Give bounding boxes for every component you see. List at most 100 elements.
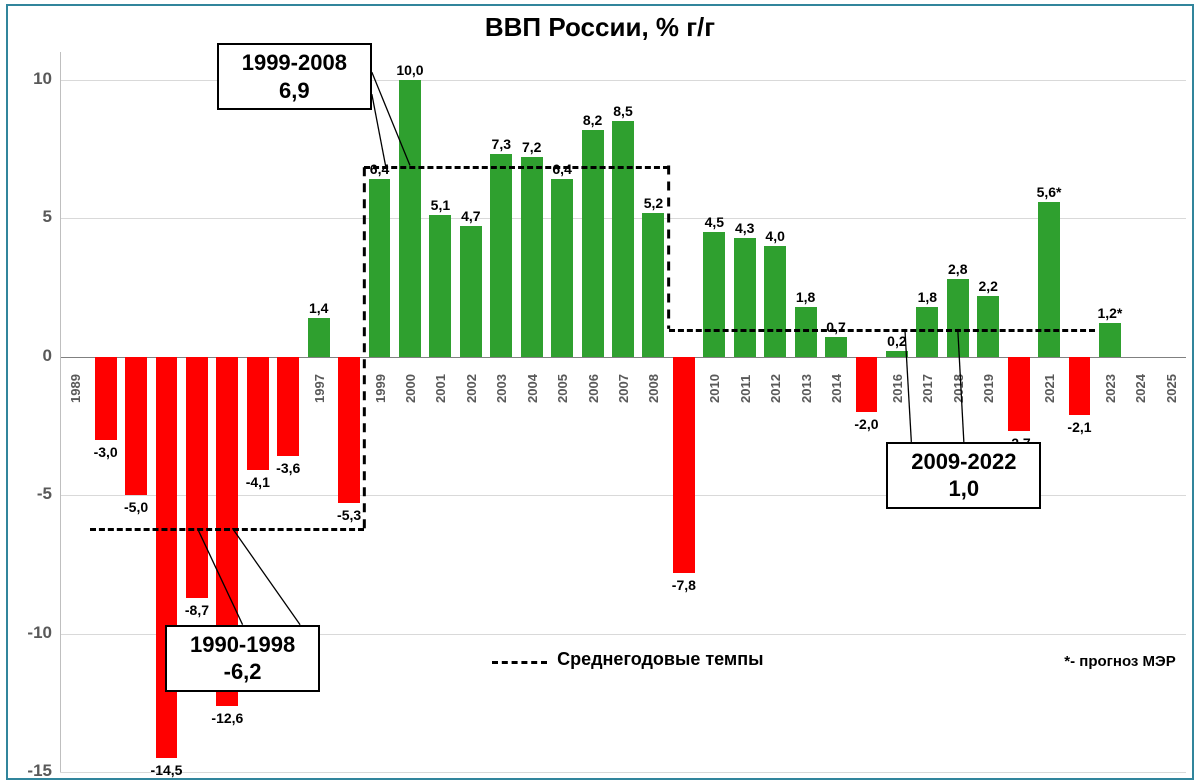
x-tick-label: 2003 (494, 363, 509, 403)
footnote: *- прогноз МЭР (1064, 653, 1175, 670)
bar (703, 232, 725, 357)
y-tick-label: -15 (10, 761, 52, 781)
avg-callout: 1999-20086,9 (217, 43, 372, 110)
bar-label: 5,6* (1027, 184, 1071, 200)
bar (977, 296, 999, 357)
bar (734, 238, 756, 357)
x-tick-label: 2019 (981, 363, 996, 403)
x-tick-label: 2011 (738, 363, 753, 403)
x-tick-label: 2010 (707, 363, 722, 403)
bar (156, 357, 178, 759)
bar (308, 318, 330, 357)
x-tick-label: 2024 (1133, 363, 1148, 403)
x-tick-label: 1999 (373, 363, 388, 403)
bar (1008, 357, 1030, 432)
bar-label: 4,0 (753, 228, 797, 244)
x-tick-label: 2001 (433, 363, 448, 403)
bar (521, 157, 543, 356)
y-axis (60, 52, 61, 772)
bar (125, 357, 147, 495)
avg-callout-value: 1,0 (896, 475, 1031, 503)
bar-label: 5,2 (631, 195, 675, 211)
avg-line (669, 329, 1095, 332)
y-tick-label: -5 (10, 484, 52, 504)
bar (490, 154, 512, 356)
bar-label: -7,8 (662, 577, 706, 593)
chart-title: ВВП России, % г/г (0, 12, 1200, 43)
y-tick-label: 5 (10, 207, 52, 227)
bar-label: 0,2 (875, 333, 919, 349)
bar-label: 4,7 (449, 208, 493, 224)
x-tick-label: 1997 (312, 363, 327, 403)
bar (886, 351, 908, 357)
x-tick-label: 2008 (646, 363, 661, 403)
x-tick-label: 2014 (829, 363, 844, 403)
gridline (60, 772, 1186, 773)
x-tick-label: 2013 (799, 363, 814, 403)
x-tick-label: 2012 (768, 363, 783, 403)
y-tick-label: -10 (10, 623, 52, 643)
bar-label: 1,8 (905, 289, 949, 305)
x-tick-label: 2004 (525, 363, 540, 403)
bar (429, 215, 451, 356)
y-tick-label: 0 (10, 346, 52, 366)
x-tick-label: 2023 (1103, 363, 1118, 403)
bar (247, 357, 269, 471)
bar-label: -5,0 (114, 499, 158, 515)
avg-line (90, 528, 364, 531)
avg-callout-period: 2009-2022 (896, 448, 1031, 476)
bar-label: 6,4 (540, 161, 584, 177)
bar-label: -3,6 (266, 460, 310, 476)
x-tick-label: 2007 (616, 363, 631, 403)
bar-label: -12,6 (205, 710, 249, 726)
avg-callout-value: -6,2 (175, 658, 310, 686)
bar (551, 179, 573, 356)
bar-label: 6,4 (358, 161, 402, 177)
bar-label: 1,4 (297, 300, 341, 316)
avg-line (364, 166, 668, 169)
bar-label: -3,0 (84, 444, 128, 460)
avg-callout-value: 6,9 (227, 77, 362, 105)
bar (856, 357, 878, 412)
x-tick-label: 2006 (586, 363, 601, 403)
bar-label: 10,0 (388, 62, 432, 78)
bar (1069, 357, 1091, 415)
x-tick-label: 2016 (890, 363, 905, 403)
bar-label: 1,8 (784, 289, 828, 305)
bar-label: 0,7 (814, 319, 858, 335)
legend-label: Среднегодовые темпы (557, 649, 763, 670)
avg-callout: 2009-20221,0 (886, 442, 1041, 509)
bar (186, 357, 208, 598)
bar (399, 80, 421, 357)
bar (460, 226, 482, 356)
bar-label: 8,5 (601, 103, 645, 119)
bar (1038, 202, 1060, 357)
x-tick-label: 2000 (403, 363, 418, 403)
legend-dash-icon (492, 661, 547, 664)
bar-label: 1,2* (1088, 305, 1132, 321)
bar (95, 357, 117, 440)
x-tick-label: 2018 (951, 363, 966, 403)
x-tick-label: 2005 (555, 363, 570, 403)
bar (642, 213, 664, 357)
avg-callout-period: 1990-1998 (175, 631, 310, 659)
x-tick-label: 2002 (464, 363, 479, 403)
x-tick-label: 2025 (1164, 363, 1179, 403)
bar-label: -14,5 (145, 762, 189, 778)
bar-label: -2,0 (844, 416, 888, 432)
bar-label: -2,1 (1057, 419, 1101, 435)
bar-label: 2,2 (966, 278, 1010, 294)
y-tick-label: 10 (10, 69, 52, 89)
avg-callout: 1990-1998-6,2 (165, 625, 320, 692)
bar-label: -4,1 (236, 474, 280, 490)
x-tick-label: 2021 (1042, 363, 1057, 403)
x-tick-label: 2017 (920, 363, 935, 403)
bar-label: 7,2 (510, 139, 554, 155)
bar-label: -5,3 (327, 507, 371, 523)
bar (582, 130, 604, 357)
bar (673, 357, 695, 573)
avg-callout-period: 1999-2008 (227, 49, 362, 77)
bar (369, 179, 391, 356)
bar (612, 121, 634, 356)
bar (825, 337, 847, 356)
